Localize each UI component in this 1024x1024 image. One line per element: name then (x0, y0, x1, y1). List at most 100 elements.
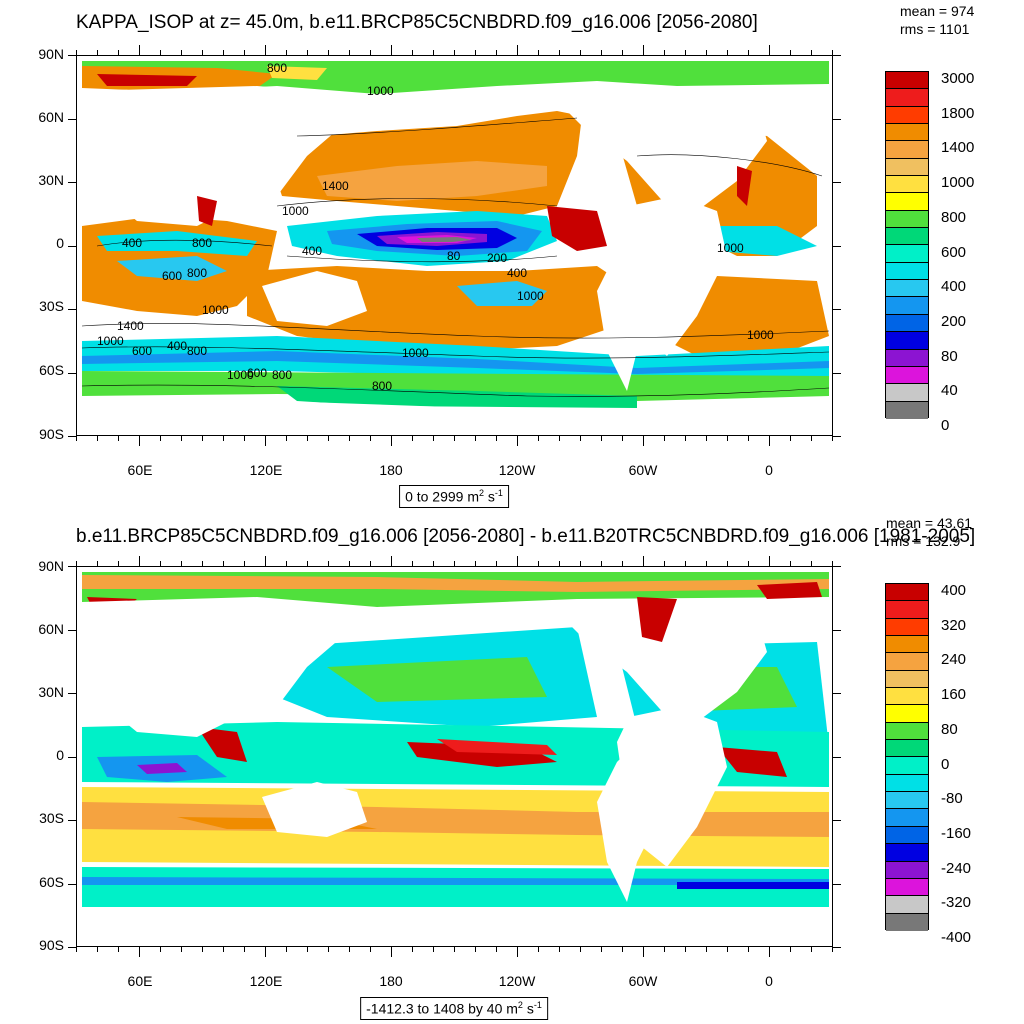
axis-tick (68, 55, 76, 56)
axis-tick (68, 118, 76, 120)
colorbar-label: 400 (941, 582, 967, 599)
axis-tick (833, 820, 841, 821)
axis-tick (769, 436, 770, 446)
axis-tick (139, 947, 140, 957)
axis-tick (160, 436, 161, 441)
colorbar-swatch (886, 332, 928, 350)
panel2-lon-label: 0 (765, 973, 773, 989)
axis-tick (349, 50, 350, 55)
axis-tick (391, 947, 392, 957)
axis-tick (307, 561, 308, 566)
axis-tick (496, 50, 497, 55)
axis-tick (559, 436, 560, 441)
panel2-map (76, 566, 833, 947)
contour-label: 800 (192, 236, 213, 250)
axis-tick (601, 561, 602, 566)
axis-tick (790, 436, 791, 441)
axis-tick (391, 45, 392, 55)
axis-tick (68, 245, 76, 247)
axis-tick (433, 947, 434, 952)
axis-tick (68, 566, 76, 567)
panel1-lon-label: 180 (379, 462, 403, 478)
axis-tick (811, 50, 812, 55)
contour-label: 400 (122, 236, 143, 250)
axis-tick (559, 947, 560, 952)
axis-tick (833, 883, 841, 885)
axis-tick (223, 436, 224, 441)
panel1-colorbar (885, 71, 929, 419)
colorbar-swatch (886, 636, 928, 654)
axis-tick (601, 947, 602, 952)
axis-tick (517, 947, 518, 957)
axis-tick (286, 947, 287, 952)
axis-tick (475, 561, 476, 566)
axis-tick (160, 947, 161, 952)
panel2-lat-label: 90N (38, 558, 64, 574)
panel1-lon-label: 120E (249, 462, 283, 478)
panel1-lon-label: 0 (765, 462, 773, 478)
axis-tick (496, 947, 497, 952)
axis-tick (833, 372, 841, 374)
axis-tick (833, 309, 841, 310)
axis-tick (622, 947, 623, 952)
axis-tick (496, 561, 497, 566)
contour-label: 1000 (747, 328, 774, 342)
axis-tick (223, 947, 224, 952)
panel1-map: 800 1000 1400 1000 400 800 400 600 800 80 200 400 10… (76, 55, 833, 436)
axis-tick (286, 436, 287, 441)
axis-tick (601, 436, 602, 441)
panel1-lon-label: 120W (498, 462, 536, 478)
colorbar-label: 1800 (941, 104, 975, 122)
axis-tick (118, 436, 119, 441)
colorbar-swatch (886, 601, 928, 619)
axis-tick (475, 947, 476, 952)
axis-tick (370, 947, 371, 952)
panel2-lat-label: 60N (38, 621, 64, 637)
axis-tick (307, 50, 308, 55)
axis-tick (454, 947, 455, 952)
axis-tick (727, 436, 728, 441)
axis-tick (244, 561, 245, 566)
axis-tick (68, 883, 76, 885)
axis-tick (601, 50, 602, 55)
contour-label: 400 (167, 339, 188, 353)
axis-tick (202, 947, 203, 952)
axis-tick (97, 50, 98, 55)
axis-tick (664, 561, 665, 566)
colorbar-swatch (886, 280, 928, 298)
colorbar-swatch (886, 158, 928, 177)
axis-tick (76, 436, 77, 441)
axis-tick (664, 947, 665, 952)
panel2-lon-label: 180 (379, 973, 403, 989)
axis-tick (68, 947, 76, 948)
colorbar-swatch (886, 228, 928, 246)
axis-tick (286, 561, 287, 566)
axis-tick (76, 50, 77, 55)
colorbar-label: 200 (941, 312, 967, 330)
axis-tick (833, 947, 841, 948)
axis-tick (307, 436, 308, 441)
panel2-range-box: -1412.3 to 1408 by 40 m2 s-1 (360, 997, 548, 1020)
axis-tick (68, 693, 76, 694)
colorbar-swatch (886, 792, 928, 810)
contour-label: 800 (187, 266, 208, 280)
colorbar-swatch (886, 861, 928, 879)
panel2-rms: rms = 132.9 (886, 533, 961, 549)
colorbar-swatch (886, 740, 928, 758)
axis-tick (181, 947, 182, 952)
panel1-map-field (77, 56, 832, 435)
axis-tick (833, 629, 841, 631)
colorbar-swatch (886, 297, 928, 315)
axis-tick (664, 50, 665, 55)
axis-tick (265, 436, 266, 446)
axis-tick (832, 436, 833, 441)
axis-tick (202, 561, 203, 566)
axis-tick (370, 436, 371, 441)
panel1-lat-label: 30N (38, 172, 64, 188)
panel2-lon-label: 60W (628, 973, 658, 989)
colorbar-label: -160 (941, 824, 972, 842)
axis-tick (832, 50, 833, 55)
panel2-range-unit: s (522, 1000, 534, 1017)
axis-tick (727, 50, 728, 55)
colorbar-swatch (886, 618, 928, 637)
